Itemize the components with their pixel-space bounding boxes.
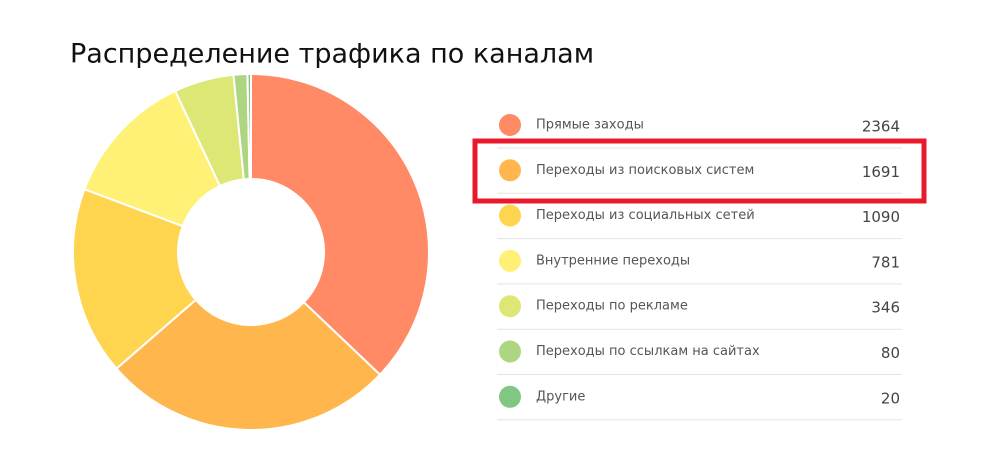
- legend-label: Другие: [536, 389, 585, 404]
- legend-dot: [499, 204, 521, 227]
- legend-value: 80: [881, 344, 900, 362]
- legend-dot: [499, 249, 521, 272]
- highlight-box: [472, 138, 927, 204]
- legend-dot: [499, 385, 521, 408]
- legend-label: Переходы по ссылкам на сайтах: [536, 344, 760, 359]
- legend-value: 20: [881, 389, 900, 407]
- donut-slice: [246, 72, 252, 181]
- legend-label: Переходы из поисковых систем: [536, 163, 754, 178]
- legend-value: 1090: [862, 208, 900, 226]
- donut-slice: [72, 187, 198, 370]
- chart-title: Распределение трафика по каналам: [70, 39, 594, 70]
- donut-slice: [115, 298, 382, 431]
- legend-dot: [499, 340, 521, 363]
- legend-label: Внутренние переходы: [536, 253, 690, 268]
- legend-value: 781: [871, 253, 900, 271]
- legend-label: Переходы из социальных сетей: [536, 208, 755, 223]
- legend-label: Переходы по рекламе: [536, 299, 688, 314]
- donut-slice: [250, 72, 430, 377]
- legend-dot: [499, 114, 521, 136]
- legend-dot: [499, 159, 521, 182]
- legend-label: Прямые заходы: [536, 118, 644, 133]
- legend-dot: [499, 295, 521, 318]
- legend-value: 346: [871, 299, 900, 317]
- legend-value: 1691: [862, 163, 900, 181]
- donut-slice: [83, 89, 222, 228]
- legend-value: 2364: [862, 118, 900, 136]
